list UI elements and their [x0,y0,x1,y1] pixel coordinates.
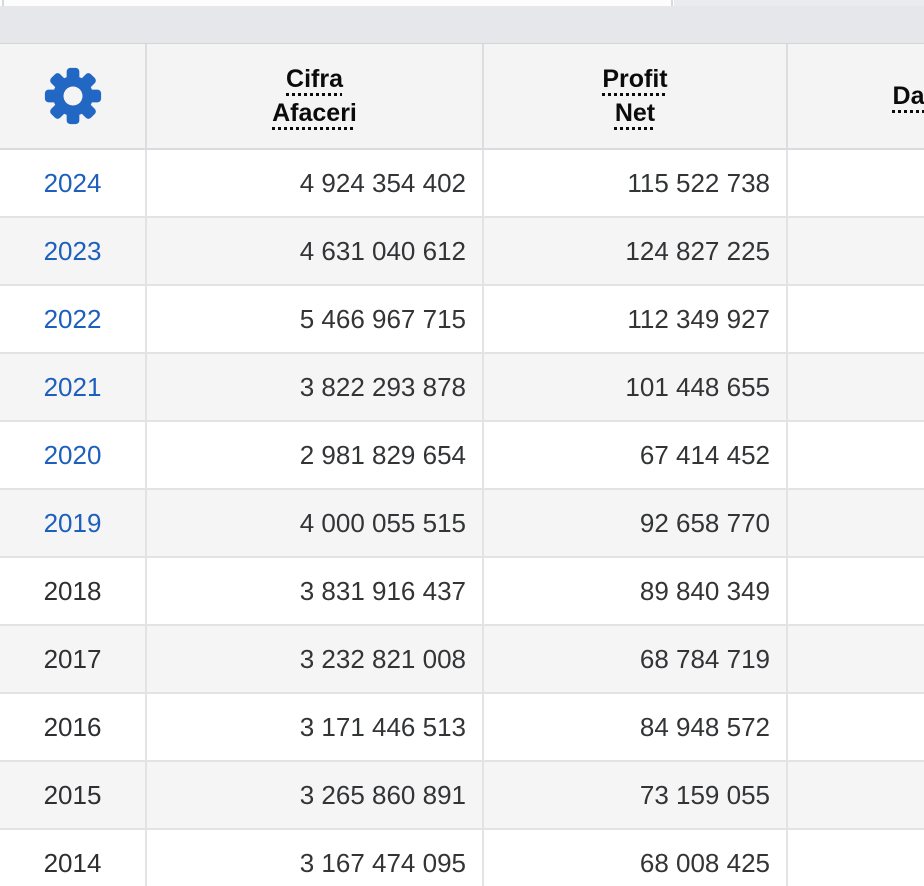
profit-net-cell: 115 522 738 [483,149,788,218]
datorii-cell [787,693,924,762]
profit-net-cell: 101 448 655 [483,353,788,422]
year-link[interactable]: 2023 [43,235,102,266]
gear-icon[interactable] [44,67,102,125]
profit-net-cell: 67 414 452 [483,421,788,490]
header-label[interactable]: Net [614,99,656,127]
datorii-cell [787,285,924,354]
table-row: 2017 3 232 821 008 68 784 719 [0,625,924,694]
table-row: 2015 3 265 860 891 73 159 055 [0,761,924,830]
datorii-cell [787,625,924,694]
header-label[interactable]: Afaceri [272,99,357,127]
profit-net-cell: 124 827 225 [483,217,788,286]
cifra-afaceri-cell: 5 466 967 715 [146,285,484,354]
year-link[interactable]: 2019 [43,507,102,538]
divider-line [2,0,4,6]
table-row: 2016 3 171 446 513 84 948 572 [0,693,924,762]
separator-band [0,6,924,44]
datorii-cell [787,421,924,490]
datorii-cell [787,829,924,886]
datorii-cell [787,557,924,626]
cifra-afaceri-cell: 3 265 860 891 [146,761,484,830]
year-link[interactable]: 2022 [43,303,102,334]
datorii-cell [787,353,924,422]
cifra-afaceri-cell: 3 167 474 095 [146,829,484,886]
datorii-cell [787,149,924,218]
year-cell: 2019 [0,489,147,558]
table-row: 2022 5 466 967 715 112 349 927 [0,285,924,354]
year-cell: 2016 [0,693,147,762]
year-cell: 2023 [0,217,147,286]
header-label[interactable]: Da [892,82,924,110]
header-label[interactable]: Cifra [286,65,343,93]
cifra-afaceri-cell: 2 981 829 654 [146,421,484,490]
header-label[interactable]: Profit [602,65,668,93]
column-header-profit-net[interactable]: Profit Net [483,44,788,150]
year-cell: 2017 [0,625,147,694]
year-text: 2015 [43,779,102,810]
year-text: 2018 [43,575,102,606]
year-cell: 2021 [0,353,147,422]
divider-line [671,0,673,6]
year-cell: 2024 [0,149,147,218]
prev-row-shaded-cell [674,0,924,6]
year-cell: 2022 [0,285,147,354]
table-row: 2024 4 924 354 402 115 522 738 [0,149,924,218]
table-row: 2023 4 631 040 612 124 827 225 [0,217,924,286]
year-text: 2014 [43,847,102,878]
table-row: 2021 3 822 293 878 101 448 655 [0,353,924,422]
datorii-cell [787,761,924,830]
cifra-afaceri-cell: 4 631 040 612 [146,217,484,286]
cifra-afaceri-cell: 3 831 916 437 [146,557,484,626]
profit-net-cell: 112 349 927 [483,285,788,354]
table-row: 2019 4 000 055 515 92 658 770 [0,489,924,558]
settings-column-header [0,44,147,150]
profit-net-cell: 68 784 719 [483,625,788,694]
column-header-datorii[interactable]: Da [787,44,924,150]
table-row: 2018 3 831 916 437 89 840 349 [0,557,924,626]
profit-net-cell: 73 159 055 [483,761,788,830]
cifra-afaceri-cell: 4 000 055 515 [146,489,484,558]
year-cell: 2014 [0,829,147,886]
cifra-afaceri-cell: 3 822 293 878 [146,353,484,422]
year-cell: 2015 [0,761,147,830]
datorii-cell [787,217,924,286]
year-link[interactable]: 2020 [43,439,102,470]
year-link[interactable]: 2021 [43,371,102,402]
table-row: 2014 3 167 474 095 68 008 425 [0,829,924,886]
cifra-afaceri-cell: 3 232 821 008 [146,625,484,694]
prev-row-sliver [0,0,924,6]
profit-net-cell: 68 008 425 [483,829,788,886]
company-financials-table: Cifra Afaceri Profit Net Da 2024 4 924 3… [0,44,924,886]
column-header-cifra-afaceri[interactable]: Cifra Afaceri [146,44,484,150]
year-cell: 2018 [0,557,147,626]
year-text: 2017 [43,643,102,674]
year-text: 2016 [43,711,102,742]
table-row: 2020 2 981 829 654 67 414 452 [0,421,924,490]
header-row: Cifra Afaceri Profit Net Da [0,44,924,150]
cifra-afaceri-cell: 3 171 446 513 [146,693,484,762]
profit-net-cell: 84 948 572 [483,693,788,762]
profit-net-cell: 92 658 770 [483,489,788,558]
datorii-cell [787,489,924,558]
year-cell: 2020 [0,421,147,490]
cifra-afaceri-cell: 4 924 354 402 [146,149,484,218]
year-link[interactable]: 2024 [43,167,102,198]
profit-net-cell: 89 840 349 [483,557,788,626]
